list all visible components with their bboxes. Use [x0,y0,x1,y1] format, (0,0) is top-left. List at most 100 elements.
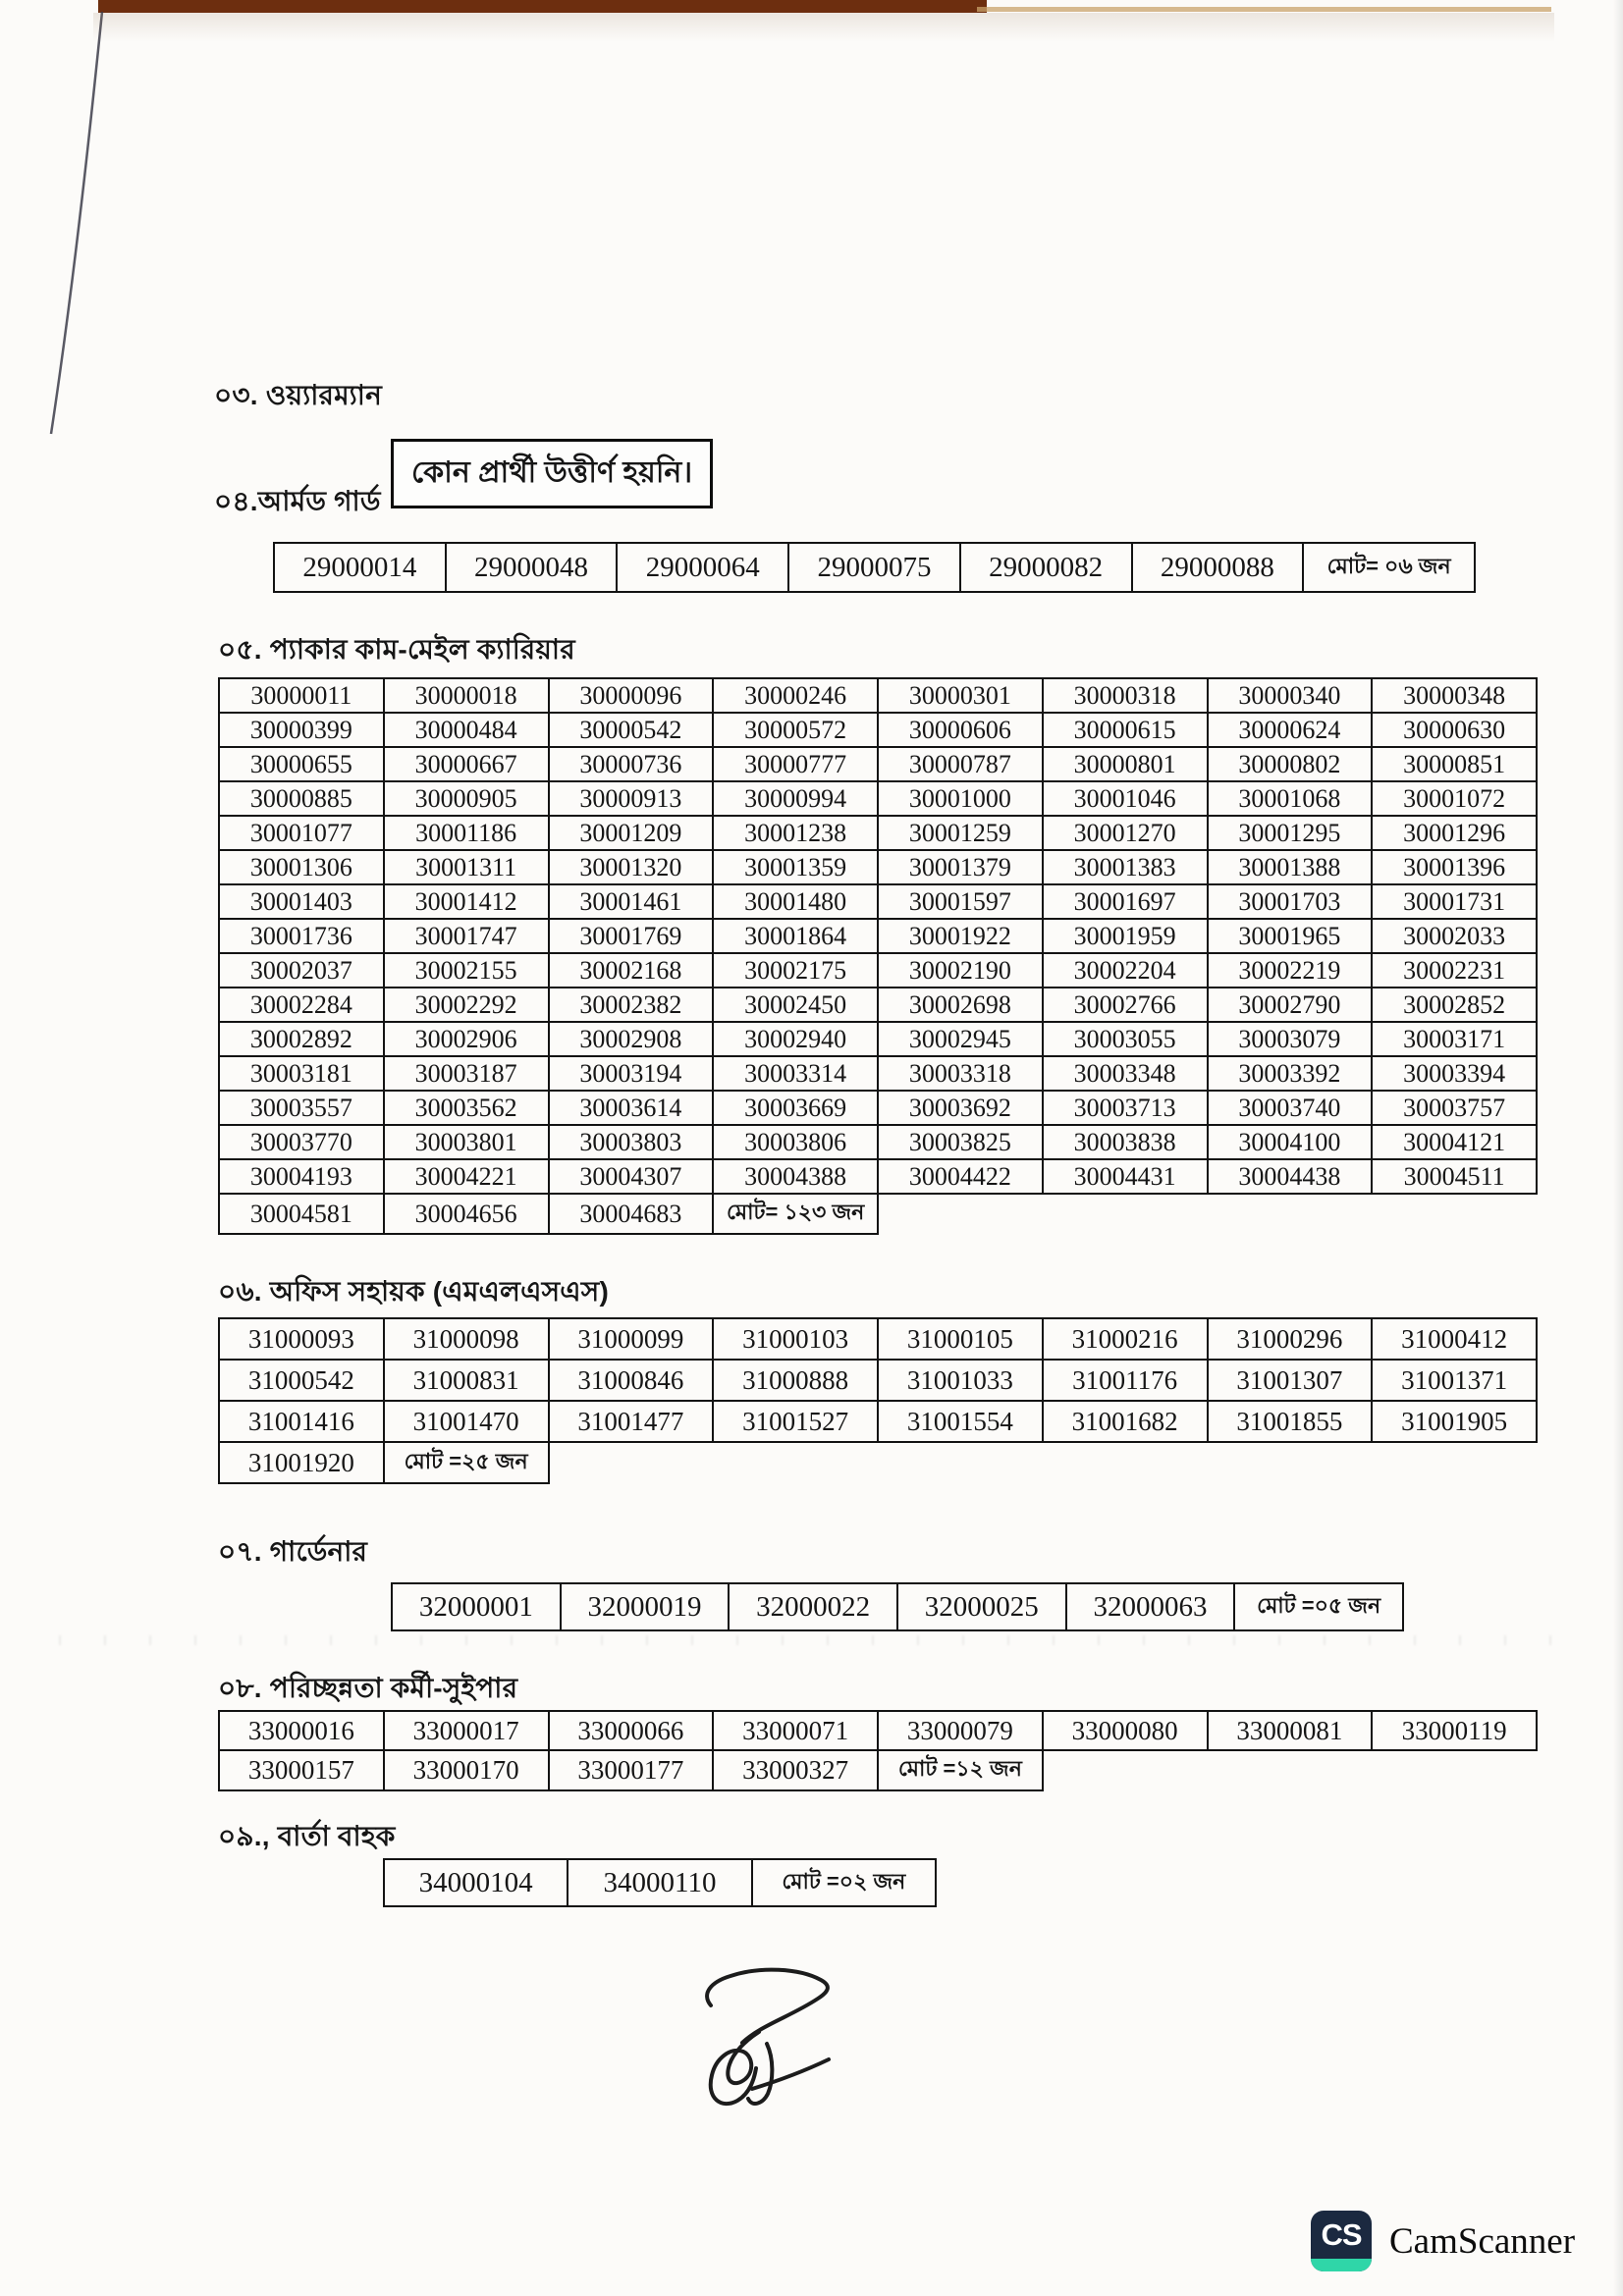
roll-number-cell: 30000246 [712,677,879,714]
table-row: 30000655 30000667 30000736 30000777 30000787… [218,746,1538,782]
roll-number-cell: 30001186 [382,815,550,851]
roll-number-cell: 30004388 [712,1158,879,1195]
roll-number-cell: 31001470 [382,1400,550,1443]
roll-number-cell: 30001296 [1371,815,1538,851]
roll-number-cell: 33000170 [382,1749,550,1791]
roll-number-cell: 30002450 [712,987,879,1023]
roll-number-cell: 30001359 [712,849,879,885]
table-row: 31001416 31001470 31001477 31001527 31001554… [218,1400,1538,1443]
roll-number-cell: 33000016 [218,1710,385,1751]
roll-number-cell: 31001855 [1206,1400,1374,1443]
roll-number-cell: 33000177 [547,1749,715,1791]
roll-number-cell: 30003181 [218,1055,385,1092]
roll-number-cell: 30001412 [382,883,550,920]
roll-number-cell: 31000888 [712,1359,879,1402]
roll-number-cell: 33000017 [382,1710,550,1751]
table-row: 30000399 30000484 30000542 30000572 30000606… [218,712,1538,748]
table-row: 30001736 30001747 30001769 30001864 30001922… [218,918,1538,954]
roll-number-cell: 30000787 [877,746,1044,782]
roll-number-cell: 30001270 [1041,815,1209,851]
roll-number-cell: 30001068 [1206,780,1374,817]
roll-number-cell: 30003314 [712,1055,879,1092]
roll-number-cell: 30003171 [1371,1021,1538,1057]
roll-number-cell: 30003614 [547,1090,715,1126]
messenger-roll-table: 34000104 34000110 মোট =০২ জন [382,1858,938,1907]
roll-number-cell: 31000093 [218,1317,385,1361]
table-row: 30001403 30001412 30001461 30001480 30001597… [218,883,1538,920]
roll-number-cell: 30002231 [1371,952,1538,988]
roll-number-cell: 30002906 [382,1021,550,1057]
roll-number-cell: 30004100 [1206,1124,1374,1160]
roll-number-cell: 30000905 [382,780,550,817]
roll-number-cell: 30004581 [218,1193,385,1235]
total-count-cell: মোট =০২ জন [750,1858,938,1907]
roll-number-cell: 30002204 [1041,952,1209,988]
roll-number-cell: 30003692 [877,1090,1044,1126]
roll-number-cell: 30001311 [382,849,550,885]
roll-number-cell: 30003562 [382,1090,550,1126]
armed-guard-roll-table: 29000014 29000048 29000064 29000075 29000082… [273,542,1476,593]
roll-number-cell: 30003669 [712,1090,879,1126]
cleaner-sweeper-roll-table: 33000016 33000017 33000066 33000071 33000079… [218,1710,1538,1791]
scan-noise [59,1635,1561,1645]
roll-number-cell: 30001697 [1041,883,1209,920]
roll-number-cell: 30004121 [1371,1124,1538,1160]
roll-number-cell: 30000777 [712,746,879,782]
section-office-assistant-title: ০৬. অফিস সহায়ক (এমএলএসএস) [218,1276,610,1307]
roll-number-cell: 32000022 [728,1582,898,1631]
roll-number-cell: 30000667 [382,746,550,782]
roll-number-cell: 30003838 [1041,1124,1209,1160]
scan-edge-strip-faded [977,7,1551,12]
roll-number-cell: 30004193 [218,1158,385,1195]
roll-number-cell: 30002190 [877,952,1044,988]
table-row: 30001306 30001311 30001320 30001359 30001379… [218,849,1538,885]
roll-number-cell: 30001295 [1206,815,1374,851]
roll-number-cell: 30001736 [218,918,385,954]
roll-number-cell: 33000081 [1206,1710,1374,1751]
roll-number-cell: 30004422 [877,1158,1044,1195]
roll-number-cell: 30000736 [547,746,715,782]
roll-number-cell: 30000572 [712,712,879,748]
roll-number-cell: 30004438 [1206,1158,1374,1195]
roll-number-cell: 30002940 [712,1021,879,1057]
roll-number-cell: 29000014 [273,542,447,593]
section-messenger-title: ০৯., বার্তা বাহক [218,1821,396,1851]
roll-number-cell: 32000063 [1064,1582,1236,1631]
roll-number-cell: 30001306 [218,849,385,885]
packer-mail-carrier-roll-table: 30000011 30000018 30000096 30000246 30000301… [218,677,1538,1235]
roll-number-cell: 30002945 [877,1021,1044,1057]
roll-number-table: 32000001 32000019 32000022 32000025 32000063… [391,1582,1404,1631]
roll-number-cell: 30003392 [1206,1055,1374,1092]
office-assistant-roll-table: 31000093 31000098 31000099 31000103 31000105… [218,1317,1538,1484]
roll-number-cell: 29000088 [1130,542,1305,593]
table-row: 30000011 30000018 30000096 30000246 30000301… [218,677,1538,714]
roll-number-cell: 31001527 [712,1400,879,1443]
section-cleaner-sweeper-title: ০৮. পরিচ্ছন্নতা কর্মী-সুইপার [218,1673,518,1703]
roll-number-cell: 30002168 [547,952,715,988]
roll-number-cell: 31000103 [712,1317,879,1361]
roll-number-cell: 30000399 [218,712,385,748]
roll-number-cell: 30001388 [1206,849,1374,885]
roll-number-cell: 30000994 [712,780,879,817]
roll-number-cell: 30002698 [877,987,1044,1023]
roll-number-cell: 30003770 [218,1124,385,1160]
roll-number-cell: 30003394 [1371,1055,1538,1092]
roll-number-cell: 30001259 [877,815,1044,851]
page-fold-line [49,11,104,435]
roll-number-cell: 30001403 [218,883,385,920]
roll-number-cell: 31000216 [1041,1317,1209,1361]
roll-number-cell: 31001416 [218,1400,385,1443]
roll-number-cell: 30000851 [1371,746,1538,782]
roll-number-cell: 30001072 [1371,780,1538,817]
roll-number-cell: 30001703 [1206,883,1374,920]
roll-number-cell: 30001864 [712,918,879,954]
roll-number-cell: 30003348 [1041,1055,1209,1092]
total-count-cell: মোট =১২ জন [877,1749,1044,1791]
roll-number-cell: 31000098 [382,1317,550,1361]
table-row: 30003181 30003187 30003194 30003314 30003318… [218,1055,1538,1092]
roll-number-cell: 31000105 [877,1317,1044,1361]
roll-number-cell: 30002382 [547,987,715,1023]
table-row: 29000014 29000048 29000064 29000075 29000082… [273,542,1476,593]
roll-number-cell: 30001000 [877,780,1044,817]
camscanner-icon-teal-strip [1311,2259,1372,2271]
